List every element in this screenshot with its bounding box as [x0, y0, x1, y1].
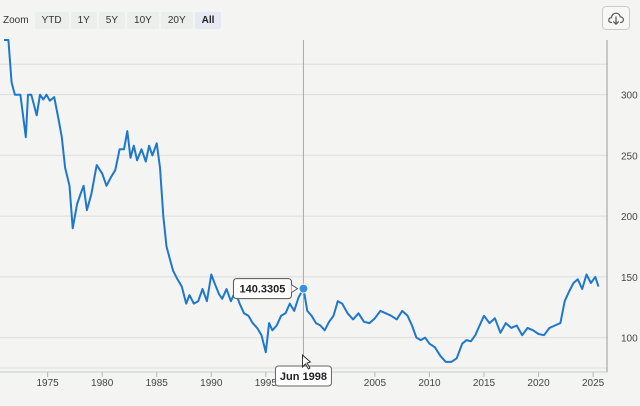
x-tick-label: 2010: [418, 378, 441, 389]
y-tick-label: 250: [621, 151, 638, 162]
x-tick-label: 2025: [582, 378, 605, 389]
y-tick-label: 200: [621, 212, 638, 223]
y-tick-label: 300: [621, 91, 638, 102]
x-tick-label: 1995: [255, 378, 278, 389]
x-tick-label: 1990: [200, 378, 223, 389]
series-line: [4, 39, 600, 363]
x-tick-label: 2020: [527, 378, 550, 389]
range-selector: Zoom YTD 1Y 5Y 10Y 20Y All: [0, 10, 222, 30]
x-tick-label: 2015: [473, 378, 496, 389]
x-tick-label: 2005: [364, 378, 387, 389]
mouse-cursor-icon: [302, 354, 312, 370]
hover-point-marker: [298, 283, 309, 294]
zoom-button-5y[interactable]: 5Y: [98, 11, 126, 29]
gridlines: [0, 63, 608, 369]
tooltip-date: Jun 1998: [280, 371, 327, 383]
x-tick-label: 1975: [37, 378, 60, 389]
tooltip-value: 140.3305: [240, 284, 286, 296]
y-tick-label: 150: [621, 273, 638, 284]
zoom-button-all[interactable]: All: [194, 11, 222, 29]
x-tick-label: 2000: [309, 378, 332, 389]
y-tick-label: 100: [621, 334, 638, 345]
value-tooltip-box: [232, 278, 292, 300]
zoom-button-20y[interactable]: 20Y: [160, 11, 193, 29]
zoom-button-1y[interactable]: 1Y: [70, 11, 97, 29]
x-tick-label: 1985: [146, 378, 169, 389]
axes: 100 150 200 250 300 1975 1980 1985 1990 1995 2000 2…: [0, 40, 638, 389]
tooltip-layer: 140.3305 Jun 1998: [232, 278, 332, 387]
zoom-label: Zoom: [3, 14, 29, 26]
x-tick-label: 1980: [91, 378, 114, 389]
cloud-download-icon: [608, 12, 624, 25]
zoom-button-10y[interactable]: 10Y: [127, 11, 159, 29]
export-button[interactable]: [602, 6, 630, 30]
date-tooltip-box: [274, 365, 332, 387]
value-tooltip-pointer: [291, 284, 299, 294]
series-layer: [4, 39, 600, 363]
zoom-button-ytd[interactable]: YTD: [34, 11, 69, 29]
